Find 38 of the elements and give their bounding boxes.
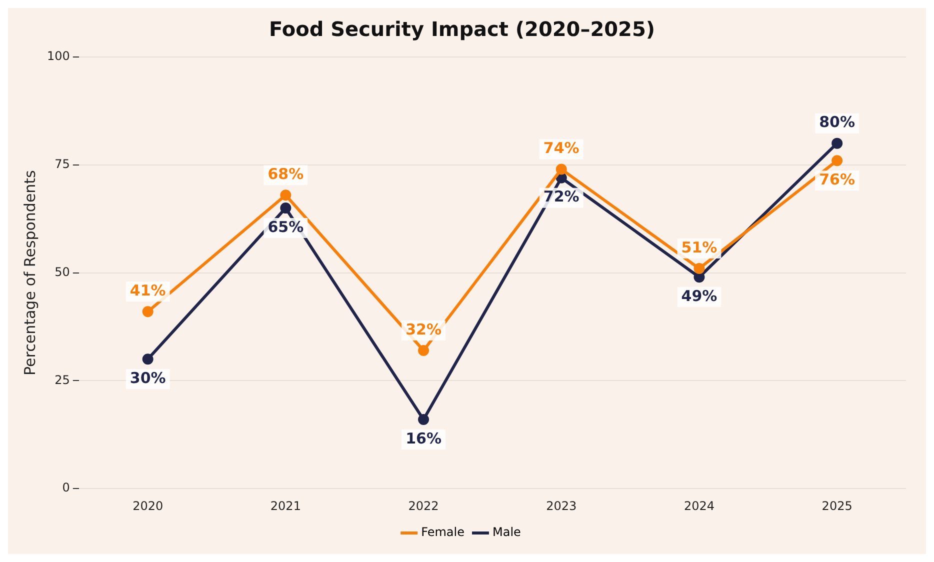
point — [832, 155, 843, 166]
data-label: 49% — [681, 287, 718, 306]
point — [418, 414, 430, 426]
y-tick-label: 100 — [47, 49, 70, 64]
point — [280, 190, 292, 201]
point — [694, 262, 705, 274]
data-label: 68% — [268, 165, 304, 184]
chart-title: Food Security Impact (2020–2025) — [268, 17, 656, 42]
y-axis-title: Percentage of Respondents — [20, 170, 39, 376]
x-tick-label: 2025 — [822, 498, 852, 513]
legend-label: Female — [421, 525, 464, 540]
y-tick-label: 25 — [54, 372, 70, 387]
x-tick-label: 2021 — [270, 498, 301, 513]
x-tick-label: 2020 — [132, 498, 164, 513]
data-label: 80% — [819, 113, 856, 132]
data-label: 76% — [819, 170, 856, 188]
point — [142, 354, 154, 365]
y-tick-label: 0 — [62, 480, 70, 495]
data-label: 30% — [130, 369, 166, 388]
point — [694, 272, 705, 283]
point — [832, 138, 843, 149]
point — [418, 344, 430, 356]
data-label: 72% — [543, 188, 580, 206]
legend-label: Male — [492, 525, 521, 540]
y-tick-label: 75 — [54, 157, 70, 172]
x-tick-label: 2024 — [684, 498, 714, 513]
point — [280, 202, 292, 214]
data-label: 74% — [543, 139, 580, 158]
y-tick-label: 50 — [54, 264, 70, 279]
x-tick-label: 2022 — [408, 498, 439, 513]
data-label: 32% — [406, 320, 442, 338]
x-tick-label: 2023 — [546, 498, 577, 513]
data-label: 41% — [130, 282, 166, 300]
point — [142, 306, 154, 318]
data-label: 51% — [681, 238, 718, 256]
point — [556, 164, 567, 175]
data-label: 65% — [268, 218, 304, 236]
data-label: 16% — [406, 429, 442, 448]
